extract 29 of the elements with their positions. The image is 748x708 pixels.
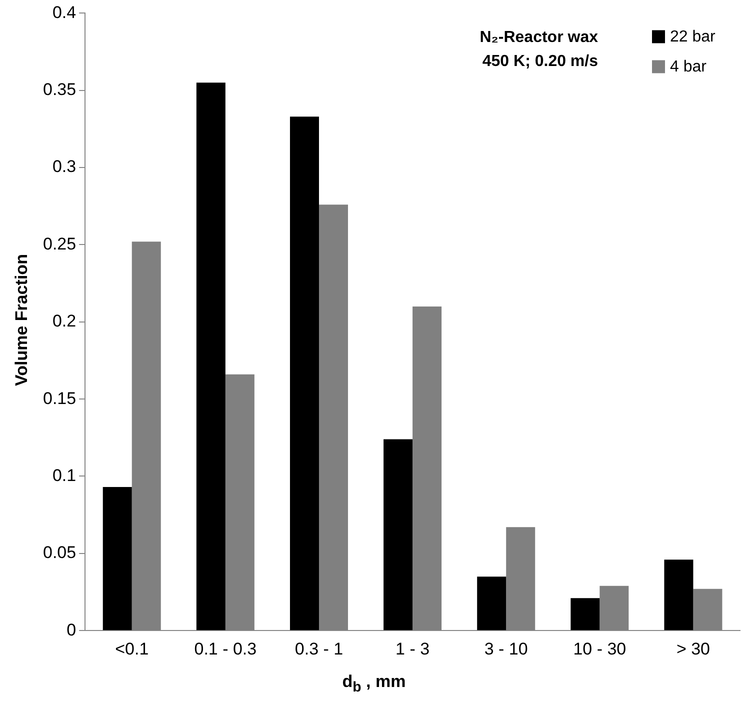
y-tick-label: 0.2 bbox=[52, 312, 76, 331]
y-tick-label: 0 bbox=[66, 620, 76, 640]
annotation: N₂-Reactor wax bbox=[480, 28, 598, 48]
bar bbox=[664, 560, 694, 630]
legend-label: 22 bar bbox=[670, 28, 716, 46]
bar bbox=[196, 82, 226, 630]
annotation: 450 K; 0.20 m/s bbox=[481, 52, 598, 72]
x-tick-label: <0.1 bbox=[115, 639, 149, 658]
x-tick-label: 10 - 30 bbox=[573, 639, 626, 658]
x-tick-label: 3 - 10 bbox=[484, 639, 528, 658]
bar bbox=[570, 598, 600, 630]
y-tick-label: 0.15 bbox=[42, 388, 76, 408]
y-axis-title: Volume Fraction bbox=[12, 254, 32, 386]
y-tick-label: 0.3 bbox=[52, 157, 76, 176]
y-tick-label: 0.05 bbox=[42, 543, 76, 562]
x-tick-label: 0.1 - 0.3 bbox=[194, 639, 257, 658]
y-tick-label: 0.25 bbox=[42, 234, 76, 254]
x-axis-title: d$_{b}$ , mm bbox=[341, 672, 407, 696]
bar bbox=[290, 116, 319, 630]
y-tick-label: 0.4 bbox=[52, 2, 76, 22]
x-tick-label: 1 - 3 bbox=[396, 639, 430, 658]
x-tick-label: > 30 bbox=[676, 639, 710, 658]
bar bbox=[477, 576, 506, 630]
y-tick-label: 0.35 bbox=[42, 80, 76, 100]
bar bbox=[384, 439, 413, 630]
legend-label: 4 bar bbox=[670, 58, 708, 76]
x-tick-label: 0.3 - 1 bbox=[294, 639, 344, 658]
y-tick-label: 0.1 bbox=[52, 466, 76, 485]
bar bbox=[102, 487, 132, 630]
